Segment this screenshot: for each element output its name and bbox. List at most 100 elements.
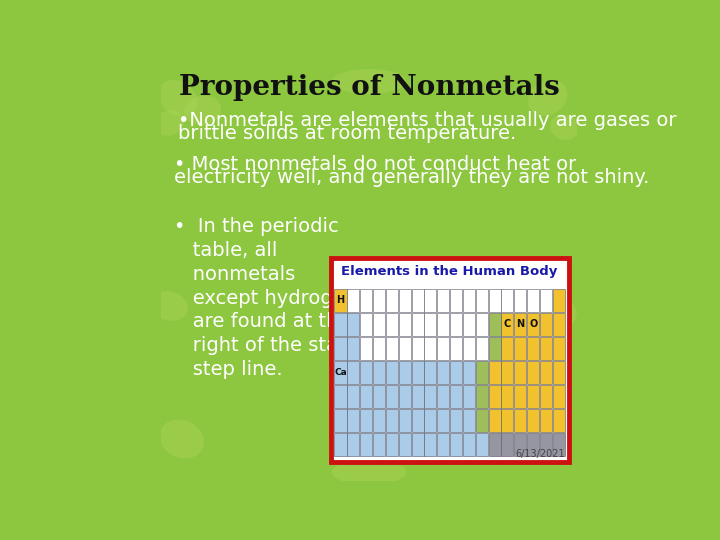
Ellipse shape	[544, 300, 577, 329]
Bar	[386, 336, 398, 360]
Bar	[450, 384, 462, 408]
Bar	[540, 288, 552, 312]
Text: electricity well, and generally they are not shiny.: electricity well, and generally they are…	[174, 168, 649, 187]
Bar	[527, 313, 539, 336]
Bar	[489, 288, 500, 312]
Ellipse shape	[332, 460, 406, 485]
Text: H: H	[336, 295, 345, 305]
Bar	[330, 258, 569, 462]
Ellipse shape	[160, 420, 204, 458]
Bar	[373, 409, 385, 432]
Bar	[347, 409, 359, 432]
Bar	[412, 313, 423, 336]
Bar	[501, 384, 513, 408]
Bar	[360, 384, 372, 408]
Bar	[373, 336, 385, 360]
Bar	[437, 433, 449, 456]
Bar	[347, 361, 359, 384]
Bar	[489, 409, 500, 432]
Bar	[347, 313, 359, 336]
Ellipse shape	[155, 110, 184, 136]
Bar	[540, 409, 552, 432]
Bar	[386, 288, 398, 312]
Text: 6/13/2021: 6/13/2021	[516, 449, 565, 458]
Bar	[527, 384, 539, 408]
Text: Elements in the Human Body: Elements in the Human Body	[341, 265, 558, 278]
Bar	[424, 288, 436, 312]
Bar	[437, 384, 449, 408]
Text: Properties of Nonmetals: Properties of Nonmetals	[179, 74, 559, 101]
Bar	[360, 409, 372, 432]
Bar	[386, 361, 398, 384]
Bar	[335, 288, 346, 312]
Ellipse shape	[528, 80, 567, 116]
Bar	[335, 313, 346, 336]
Text: •  In the periodic: • In the periodic	[174, 218, 338, 237]
Bar	[527, 288, 539, 312]
Bar	[501, 433, 513, 456]
Bar	[540, 384, 552, 408]
Text: brittle solids at room temperature.: brittle solids at room temperature.	[178, 124, 516, 143]
Bar	[386, 313, 398, 336]
Bar	[412, 361, 423, 384]
Bar	[412, 409, 423, 432]
Bar	[373, 361, 385, 384]
Bar	[335, 433, 346, 456]
Bar	[489, 336, 500, 360]
Bar	[450, 288, 462, 312]
Text: •Nonmetals are elements that usually are gases or: •Nonmetals are elements that usually are…	[178, 111, 676, 131]
Bar	[347, 384, 359, 408]
Bar	[399, 336, 410, 360]
Text: step line.: step line.	[174, 360, 282, 379]
Bar	[399, 384, 410, 408]
Bar	[424, 313, 436, 336]
Bar	[373, 313, 385, 336]
Bar	[399, 361, 410, 384]
Bar	[360, 361, 372, 384]
Bar	[553, 384, 565, 408]
Bar	[412, 288, 423, 312]
Text: C: C	[504, 319, 511, 329]
Bar	[540, 313, 552, 336]
Bar	[412, 433, 423, 456]
Bar	[476, 361, 487, 384]
Text: table, all: table, all	[174, 241, 277, 260]
Bar	[335, 384, 346, 408]
Bar	[540, 361, 552, 384]
Bar	[514, 433, 526, 456]
Bar	[450, 433, 462, 456]
Bar	[463, 361, 475, 384]
Bar	[463, 336, 475, 360]
Bar	[412, 384, 423, 408]
Bar	[514, 313, 526, 336]
Bar	[399, 288, 410, 312]
Bar	[386, 433, 398, 456]
Bar	[476, 288, 487, 312]
Bar	[489, 313, 500, 336]
Bar	[360, 288, 372, 312]
Bar	[450, 336, 462, 360]
Text: • Most nonmetals do not conduct heat or: • Most nonmetals do not conduct heat or	[174, 155, 576, 174]
Ellipse shape	[184, 96, 221, 125]
Bar	[501, 288, 513, 312]
Bar	[463, 384, 475, 408]
Bar	[489, 361, 500, 384]
Ellipse shape	[151, 291, 188, 321]
Bar	[424, 336, 436, 360]
Bar	[463, 409, 475, 432]
Bar	[514, 361, 526, 384]
Bar	[335, 336, 346, 360]
Bar	[553, 313, 565, 336]
Bar	[386, 384, 398, 408]
Bar	[399, 433, 410, 456]
Bar	[476, 433, 487, 456]
Bar	[424, 409, 436, 432]
Text: except hydrogen: except hydrogen	[174, 288, 356, 308]
Bar	[347, 433, 359, 456]
Bar	[463, 313, 475, 336]
Bar	[424, 384, 436, 408]
Bar	[335, 361, 346, 384]
Bar	[437, 409, 449, 432]
Text: N: N	[516, 319, 524, 329]
Bar	[476, 409, 487, 432]
